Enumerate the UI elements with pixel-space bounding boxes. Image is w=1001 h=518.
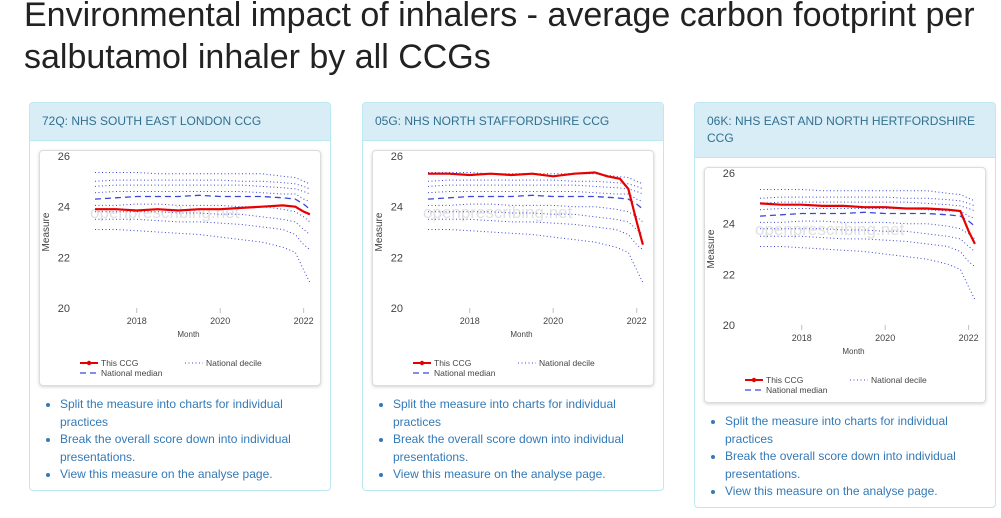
x-tick-label: 2020 (210, 316, 230, 326)
measure-links: Split the measure into charts for indivi… (30, 396, 330, 484)
national-decile-line (427, 191, 644, 203)
y-tick-label: 20 (723, 320, 735, 332)
link-split-practices[interactable]: Split the measure into charts for indivi… (711, 413, 995, 448)
y-tick-label: 26 (58, 151, 70, 163)
link-view-analyse[interactable]: View this measure on the analyse page. (46, 466, 330, 484)
measure-panel: 72Q: NHS SOUTH EAST LONDON CCG 20 22 24 26 2… (29, 102, 331, 491)
legend-this-ccg-label: This CCG (766, 375, 803, 385)
y-tick-label: 22 (391, 252, 403, 264)
national-decile-line (428, 218, 644, 251)
national-decile-line (427, 179, 644, 190)
y-tick-label: 24 (391, 202, 403, 214)
x-tick-label: 2018 (460, 316, 480, 326)
legend-median-label: National median (101, 368, 163, 378)
y-tick-label: 20 (58, 303, 70, 315)
this-ccg-line (759, 202, 976, 245)
x-axis-title: Month (842, 347, 864, 356)
y-axis-title: Measure (41, 212, 52, 251)
panel-heading: 72Q: NHS SOUTH EAST LONDON CCG (30, 103, 330, 141)
x-tick-label: 2020 (875, 333, 895, 343)
link-view-analyse[interactable]: View this measure on the analyse page. (711, 483, 995, 501)
legend-decile-label: National decile (206, 358, 262, 368)
x-tick-label: 2018 (792, 333, 812, 343)
legend-decile-label: National decile (539, 358, 595, 368)
panel-heading: 06K: NHS EAST AND NORTH HERTFORDSHIRE CC… (695, 103, 995, 158)
y-tick-label: 20 (391, 303, 403, 315)
national-decile-line (94, 184, 311, 195)
chart-legend: This CCG National decile National median (745, 375, 927, 395)
chart-container: 20 22 24 26 2018 2020 2022 Measure Month openpres… (704, 167, 986, 403)
this-ccg-line (428, 171, 644, 245)
x-tick-label: 2022 (627, 316, 647, 326)
link-break-down-presentations[interactable]: Break the overall score down into indivi… (379, 431, 663, 466)
national-decile-line (759, 196, 976, 207)
national-decile-line (427, 184, 644, 195)
national-median-line (427, 194, 644, 210)
watermark-text: openprescribing.net (90, 203, 240, 222)
chart-container: 20 22 24 26 2018 2020 2022 Measure Month openpres… (39, 150, 321, 386)
link-break-down-presentations[interactable]: Break the overall score down into indivi… (46, 431, 330, 466)
y-tick-label: 26 (723, 168, 735, 180)
measure-panel: 06K: NHS EAST AND NORTH HERTFORDSHIRE CC… (694, 102, 996, 508)
legend-this-ccg-label: This CCG (434, 358, 471, 368)
national-decile-line (760, 235, 976, 268)
measure-panel: 05G: NHS NORTH STAFFORDSHIRE CCG 20 22 24 2… (362, 102, 664, 491)
national-decile-line (95, 229, 311, 283)
y-axis-title: Measure (706, 229, 717, 268)
x-tick-label: 2018 (127, 316, 147, 326)
link-view-analyse[interactable]: View this measure on the analyse page. (379, 466, 663, 484)
x-tick-label: 2022 (294, 316, 314, 326)
y-tick-label: 22 (58, 252, 70, 264)
x-axis-title: Month (510, 330, 532, 339)
legend-median-label: National median (766, 385, 828, 395)
national-decile-line (428, 229, 644, 283)
national-decile-line (760, 246, 976, 300)
watermark-text: openprescribing.net (423, 203, 573, 222)
x-axis-title: Month (177, 330, 199, 339)
link-split-practices[interactable]: Split the measure into charts for indivi… (379, 396, 663, 431)
legend-this-ccg-marker (751, 377, 757, 383)
legend-decile-label: National decile (871, 375, 927, 385)
panel-heading: 05G: NHS NORTH STAFFORDSHIRE CCG (363, 103, 663, 141)
national-median-line (94, 194, 311, 210)
x-tick-label: 2020 (543, 316, 563, 326)
chart-legend: This CCG National decile National median (80, 358, 262, 378)
national-decile-line (94, 179, 311, 190)
legend-this-ccg-label: This CCG (101, 358, 138, 368)
measure-links: Split the measure into charts for indivi… (363, 396, 663, 484)
legend-this-ccg-marker (419, 360, 425, 366)
y-tick-label: 26 (391, 151, 403, 163)
chart-container: 20 22 24 26 2018 2020 2022 Measure Month openpres… (372, 150, 654, 386)
y-tick-label: 22 (723, 269, 735, 281)
national-decile-line (759, 201, 976, 212)
chart-legend: This CCG National decile National median (413, 358, 595, 378)
link-split-practices[interactable]: Split the measure into charts for indivi… (46, 396, 330, 431)
x-tick-label: 2022 (959, 333, 979, 343)
y-axis-title: Measure (374, 212, 385, 251)
this-ccg-line (95, 204, 311, 216)
legend-this-ccg-marker (86, 360, 92, 366)
measure-links: Split the measure into charts for indivi… (695, 413, 995, 501)
page-title: Environmental impact of inhalers - avera… (24, 0, 975, 76)
national-decile-line (94, 191, 311, 203)
national-decile-line (95, 218, 311, 251)
legend-median-label: National median (434, 368, 496, 378)
watermark-text: openprescribing.net (755, 220, 905, 239)
national-median-line (759, 211, 976, 227)
y-tick-label: 24 (58, 202, 70, 214)
link-break-down-presentations[interactable]: Break the overall score down into indivi… (711, 448, 995, 483)
y-tick-label: 24 (723, 219, 735, 231)
